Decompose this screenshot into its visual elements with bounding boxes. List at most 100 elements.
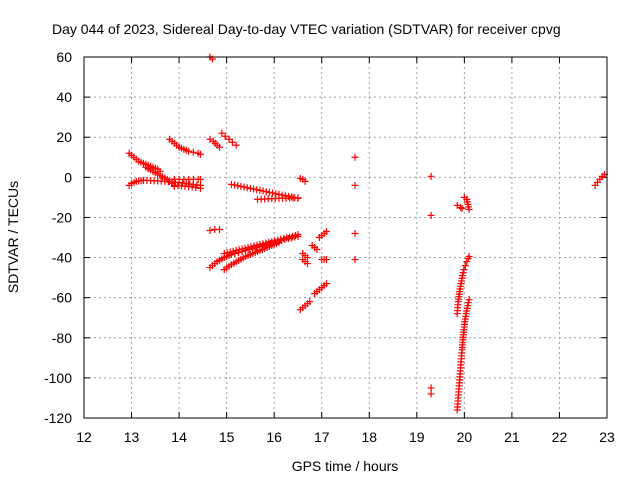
data-point <box>231 181 239 189</box>
x-tick-label: 16 <box>266 429 282 445</box>
x-tick-label: 18 <box>361 429 377 445</box>
data-points <box>125 53 609 414</box>
y-tick-label: 20 <box>56 129 72 145</box>
y-tick-label: 60 <box>56 49 72 65</box>
data-point <box>250 185 258 193</box>
series-arc-13 <box>254 194 302 203</box>
data-point <box>245 246 253 254</box>
data-point <box>464 302 472 310</box>
x-tick-label: 21 <box>504 429 520 445</box>
series-arc-23 <box>296 298 314 314</box>
data-point <box>225 135 233 143</box>
data-point <box>459 269 467 277</box>
x-tick-label: 14 <box>171 429 187 445</box>
series-arc-17 <box>296 174 309 185</box>
data-point <box>240 183 248 191</box>
data-point <box>235 249 243 257</box>
gridlines <box>84 57 607 418</box>
series-arc-16 <box>220 239 283 274</box>
data-point <box>465 296 473 304</box>
data-point <box>291 233 299 241</box>
x-tick-label: 15 <box>219 429 235 445</box>
data-point <box>322 256 330 264</box>
data-point <box>351 229 359 237</box>
y-tick-label: 0 <box>64 169 72 185</box>
data-point <box>465 205 473 213</box>
data-point <box>288 234 296 242</box>
data-point <box>256 186 264 194</box>
data-point <box>322 227 330 235</box>
data-point <box>265 188 273 196</box>
data-point <box>427 172 435 180</box>
series-arc-19 <box>299 256 311 268</box>
y-tick-label: -80 <box>52 330 72 346</box>
data-point <box>252 244 260 252</box>
y-tick-label: 40 <box>56 89 72 105</box>
data-point <box>294 232 302 240</box>
data-point <box>216 143 224 151</box>
x-tick-label: 22 <box>552 429 568 445</box>
data-point <box>234 182 242 190</box>
data-point <box>238 248 246 256</box>
data-point <box>259 242 267 250</box>
data-point <box>232 141 240 149</box>
data-point <box>461 262 469 270</box>
series-arc-27 <box>453 253 473 318</box>
data-point <box>227 251 235 259</box>
x-axis-label: GPS time / hours <box>292 458 399 474</box>
series-arc-5 <box>170 181 204 192</box>
series-arc-21 <box>315 227 330 241</box>
series-arc-6 <box>170 175 204 183</box>
series-arc-7 <box>166 135 204 158</box>
data-point <box>189 148 197 156</box>
x-tick-label: 12 <box>76 429 92 445</box>
series-arc-9 <box>206 135 224 151</box>
series-arc-28 <box>453 296 473 414</box>
data-point <box>196 175 204 183</box>
series-arc-4 <box>142 163 178 190</box>
series-arc-22 <box>318 256 330 264</box>
data-point <box>313 246 321 254</box>
data-point <box>206 226 214 234</box>
series-arc-26 <box>460 193 473 213</box>
data-point <box>231 250 239 258</box>
data-point <box>460 266 468 274</box>
data-point <box>351 153 359 161</box>
data-point <box>463 258 471 266</box>
data-point <box>221 132 229 140</box>
series-arc-8 <box>206 53 216 63</box>
series-arc-18 <box>299 250 311 262</box>
data-point <box>427 390 435 398</box>
x-tick-label: 13 <box>124 429 140 445</box>
x-tick-label: 23 <box>599 429 615 445</box>
data-point <box>218 129 226 137</box>
plot-frame <box>83 56 608 419</box>
y-tick-labels: 60 40 20 0 -20 -40 -60 -80 -100 -120 <box>44 49 72 426</box>
data-point <box>303 260 311 268</box>
y-tick-label: -100 <box>44 370 72 386</box>
data-point <box>196 184 204 192</box>
data-point <box>306 298 314 306</box>
series-arc-20 <box>308 242 321 254</box>
chart-title: Day 044 of 2023, Sidereal Day-to-day VTE… <box>52 21 561 37</box>
data-point <box>301 177 309 185</box>
data-point <box>427 211 435 219</box>
data-point <box>322 280 330 288</box>
data-point <box>262 188 270 196</box>
series-arc-29 <box>591 170 609 189</box>
data-point <box>253 186 261 194</box>
data-point <box>303 254 311 262</box>
x-tick-label: 20 <box>457 429 473 445</box>
data-point <box>259 187 267 195</box>
x-tick-label: 17 <box>314 429 330 445</box>
y-axis-label: SDTVAR / TECUs <box>5 181 21 293</box>
series-points-17.7 <box>351 153 359 264</box>
data-point <box>465 253 473 261</box>
data-point <box>228 138 236 146</box>
data-point <box>464 299 472 307</box>
y-tick-label: -120 <box>44 410 72 426</box>
data-point <box>427 384 435 392</box>
data-point <box>269 189 277 197</box>
series-arc-24 <box>311 280 330 298</box>
